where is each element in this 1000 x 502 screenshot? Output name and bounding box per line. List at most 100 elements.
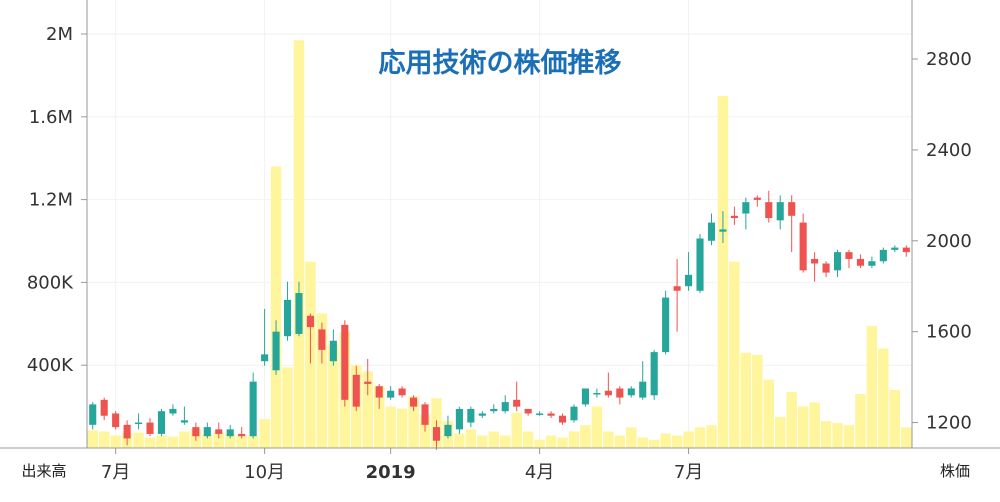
volume-bar [545, 435, 557, 448]
candle-body [261, 354, 269, 362]
volume-tick-label: 1.2M [29, 190, 73, 211]
candle-body [879, 249, 887, 262]
price-tick-label: 1200 [926, 413, 972, 434]
volume-bar [763, 379, 774, 448]
volume-bar [832, 423, 843, 448]
candle-body [799, 222, 807, 271]
candle-body [375, 386, 383, 398]
candle-body [627, 388, 635, 396]
volume-bar [454, 433, 465, 448]
candle-body [811, 258, 819, 264]
price-axis-title: 株価 [940, 462, 970, 480]
time-tick-label: 10月 [244, 462, 285, 483]
candle-body [432, 427, 441, 441]
candle-body [868, 261, 876, 266]
candle-body [146, 422, 154, 434]
candle-body [100, 399, 108, 416]
candle-body [513, 399, 521, 407]
volume-bar [855, 394, 866, 448]
chart-title: 応用技術の株価推移 [379, 47, 622, 79]
candle-body [547, 413, 555, 416]
volume-bar [213, 432, 224, 448]
candle-body [249, 381, 257, 437]
candle-body [788, 202, 796, 216]
price-candles [89, 190, 910, 450]
candle-body [112, 413, 120, 428]
candle-body [421, 404, 429, 425]
volume-bar [373, 385, 385, 448]
volume-bar [786, 392, 797, 448]
candle-body [685, 274, 693, 287]
volume-bar [385, 406, 396, 448]
candle-body [753, 197, 761, 200]
candle-body [387, 390, 395, 398]
volume-bar [843, 425, 855, 448]
volume-bar [511, 412, 522, 448]
volume-bar [901, 427, 912, 448]
volume-tick-label: 2M [46, 24, 73, 45]
price-tick-label: 1600 [926, 322, 972, 343]
volume-bar [316, 313, 328, 448]
candle-body [524, 408, 532, 414]
volume-bar [408, 396, 419, 448]
volume-bar [202, 434, 213, 448]
candle-body [765, 202, 773, 219]
volume-bar [775, 416, 786, 448]
candle-body [570, 406, 578, 421]
chart-frame [0, 0, 1000, 449]
price-tick-label: 2800 [926, 49, 972, 70]
candle-body [238, 433, 246, 437]
volume-bar [889, 390, 901, 448]
volume-bar [809, 402, 820, 448]
volume-bar [557, 437, 568, 448]
candle-body [696, 238, 704, 291]
candle-body [135, 422, 143, 425]
volume-bar [740, 352, 752, 448]
volume-bar [488, 431, 499, 448]
volume-bar [534, 439, 545, 448]
volume-bar [717, 96, 729, 448]
candle-body [845, 252, 853, 259]
candle-body [215, 429, 223, 434]
candle-body [180, 420, 188, 423]
volume-bar [133, 432, 144, 448]
volume-tick-label: 800K [27, 272, 74, 293]
candle-body [490, 408, 498, 412]
candle-body [662, 297, 670, 353]
candle-body [581, 388, 589, 405]
candle-body [616, 388, 624, 398]
volume-axis-title: 出来高 [21, 462, 66, 480]
volume-bar [225, 433, 236, 448]
volume-bar [591, 406, 603, 448]
volume-bar [259, 419, 270, 448]
candle-body [833, 252, 842, 271]
time-tick-label: 4月 [525, 462, 554, 483]
grid [87, 0, 912, 448]
candle-body [501, 402, 509, 412]
volume-bar [500, 435, 511, 448]
candle-body [341, 324, 349, 400]
candle-body [593, 393, 601, 395]
volume-bar [694, 427, 706, 448]
volume-bar [179, 431, 190, 448]
volume-bar [247, 435, 259, 448]
candle-body [89, 404, 97, 425]
candle-body [203, 427, 211, 437]
volume-bar [362, 371, 373, 448]
candle-body [467, 408, 475, 423]
price-axis: 1200 1600 2000 2400 2800 [912, 49, 972, 434]
candle-body [318, 329, 326, 350]
candle-body [822, 263, 830, 273]
candle-body [478, 413, 486, 416]
candle-body [295, 293, 303, 334]
candle-body [673, 286, 681, 291]
volume-bar [236, 435, 247, 448]
volume-bar [797, 406, 809, 448]
volume-tick-label: 400K [27, 355, 74, 376]
candle-body [776, 202, 784, 221]
time-tick-label: 7月 [101, 462, 130, 483]
volume-bar [866, 325, 878, 448]
volume-bar [614, 435, 626, 448]
volume-bar [626, 427, 637, 448]
